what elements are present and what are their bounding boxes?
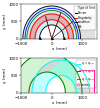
Y-axis label: y (mm): y (mm) xyxy=(3,68,7,83)
X-axis label: x (mm): x (mm) xyxy=(52,47,67,51)
Polygon shape xyxy=(30,14,74,39)
Polygon shape xyxy=(29,60,61,93)
Polygon shape xyxy=(79,15,94,39)
X-axis label: x (mm): x (mm) xyxy=(52,101,67,105)
Legend: Type of limit, Barrier, Singularity, condition, WS: Type of limit, Barrier, Singularity, con… xyxy=(74,6,96,30)
Polygon shape xyxy=(23,6,81,39)
Polygon shape xyxy=(12,53,82,93)
Legend: $q_1=q_{1,hi}$, $q_2=q_{2,hi}$, $q_3=q_{3,hi}$, overlap: $q_1=q_{1,hi}$, $q_2=q_{2,hi}$, $q_3=q_{… xyxy=(76,60,96,88)
Y-axis label: y (mm): y (mm) xyxy=(3,14,7,29)
Polygon shape xyxy=(79,70,94,93)
Polygon shape xyxy=(32,60,90,93)
